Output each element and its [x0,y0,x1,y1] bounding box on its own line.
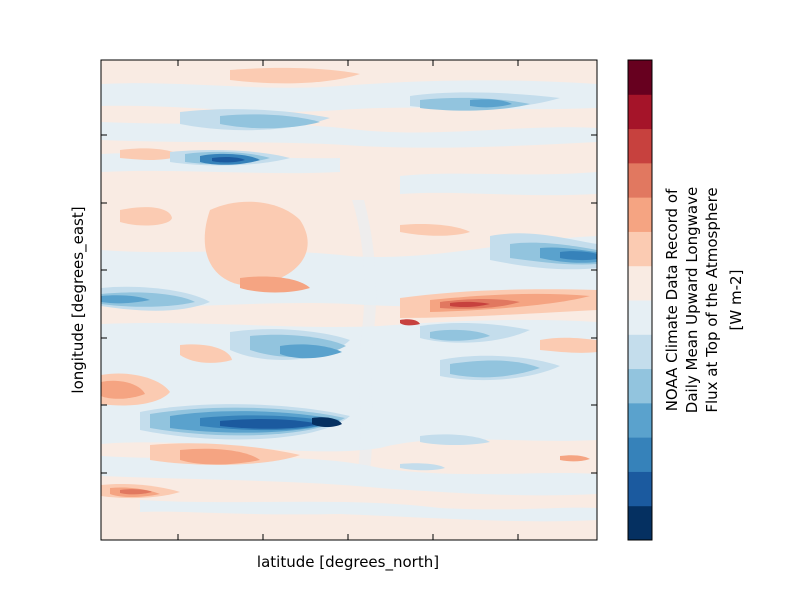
colorbar-level [628,128,652,164]
colorbar-level [628,368,652,404]
y-axis-label: longitude [degrees_east] [69,206,88,393]
colorbar-label-line-2: Daily Mean Upward Longwave [683,187,701,413]
colorbar-level [628,437,652,472]
colorbar-label-line-1: NOAA Climate Data Record of [663,188,681,411]
y-ticks [101,134,597,474]
x-axis-label: latitude [degrees_north] [257,553,439,572]
colorbar-label-line-4: [W m-2] [727,270,745,331]
plot-frame [100,59,598,541]
colorbar-frame [627,59,653,541]
colorbar-level [628,231,652,267]
colorbar-level [628,505,652,541]
contour-dark-blue [101,99,597,433]
colorbar-level [628,162,652,198]
colorbar-level [628,265,652,301]
colorbar-level [628,197,652,232]
colorbar-label: NOAA Climate Data Record of Daily Mean U… [663,187,745,413]
contour-plot [101,60,597,540]
colorbar [628,60,652,541]
colorbar-level [628,300,652,335]
colorbar-level [628,402,652,438]
colorbar-level [628,334,652,370]
x-ticks [177,60,519,540]
contour-dark-red [120,299,520,495]
colorbar-label-line-3: Flux at Top of the Atmosphere [703,187,721,412]
colorbar-level [628,471,652,507]
colorbar-level [628,60,652,95]
contour-center-strip [352,200,377,470]
colorbar-level [628,94,652,130]
